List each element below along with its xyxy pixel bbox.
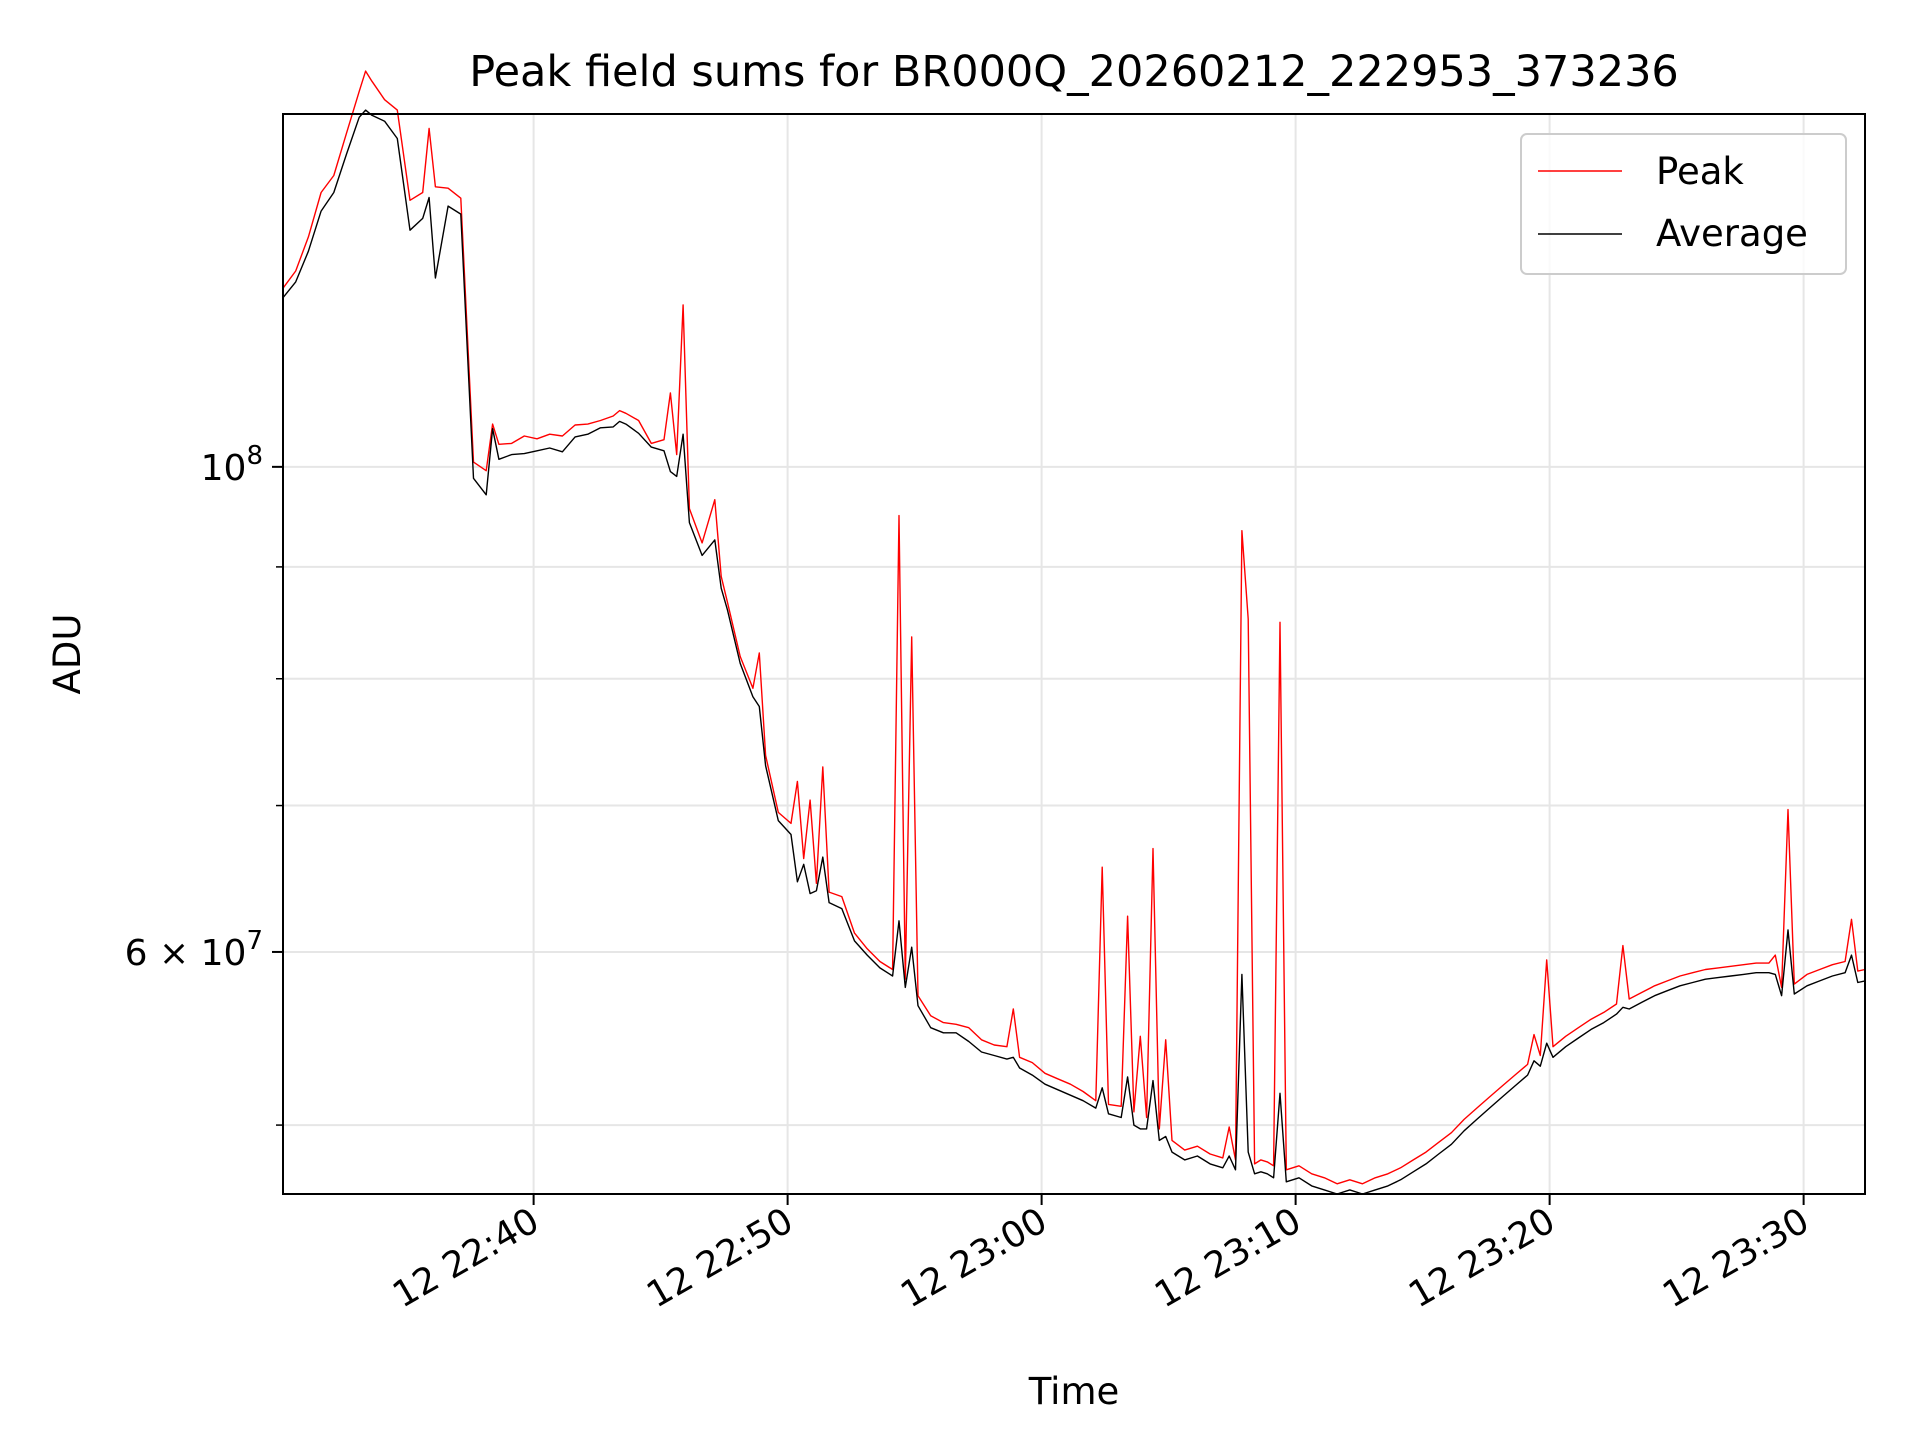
grid [283,114,1865,1194]
legend-box [1520,133,1847,275]
y-tick-label: 108 [201,441,263,489]
y-axis-label: ADU [46,614,89,695]
x-axis-label: Time [1028,1370,1120,1413]
y-tick-label: 6 × 107 [125,926,263,974]
legend: Peak Average [1520,133,1847,275]
plot-frame [282,113,1866,1195]
legend-label-peak: Peak [1656,150,1744,193]
plot-lines [282,70,1866,1195]
chart-title: Peak field sums for BR000Q_20260212_2229… [469,47,1679,97]
legend-label-average: Average [1656,212,1808,255]
series-line-average [282,109,1866,1195]
series-line-peak [282,70,1866,1185]
